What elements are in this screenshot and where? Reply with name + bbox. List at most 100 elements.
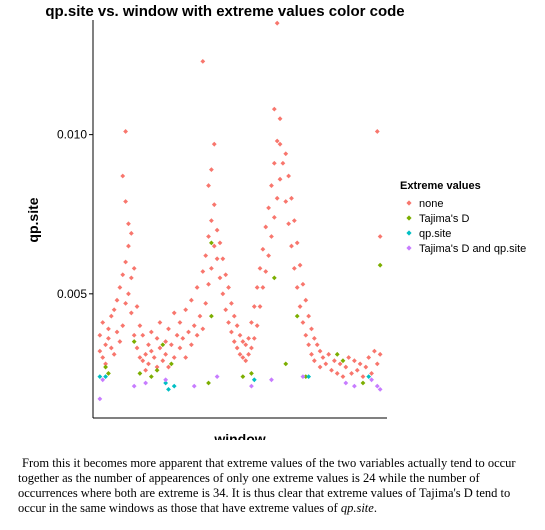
data-point (160, 358, 166, 364)
data-point (131, 383, 137, 389)
data-point (257, 304, 263, 309)
data-point (269, 377, 274, 383)
data-point (311, 336, 317, 341)
data-point (171, 383, 177, 389)
data-point (103, 374, 108, 380)
data-point (209, 218, 214, 223)
data-point (234, 345, 240, 351)
data-point (377, 351, 383, 357)
data-point (100, 377, 106, 383)
data-point (274, 138, 280, 144)
series-tajima-s-d-and-qp-site (97, 374, 383, 402)
data-point (137, 371, 143, 376)
data-point (177, 345, 183, 351)
legend-key (406, 200, 412, 206)
data-point (234, 323, 240, 329)
data-point (280, 160, 286, 166)
data-point (346, 355, 352, 360)
data-point (151, 355, 157, 360)
data-point (214, 374, 220, 380)
data-point (226, 320, 231, 325)
data-point (360, 380, 366, 386)
data-point (249, 371, 254, 376)
legend-label: qp.site (419, 228, 451, 240)
data-point (97, 396, 103, 402)
data-point (300, 374, 306, 380)
data-point (103, 342, 108, 348)
data-point (128, 230, 134, 236)
data-point (140, 332, 146, 338)
data-point (229, 300, 234, 306)
data-point (303, 332, 309, 338)
data-point (231, 313, 237, 319)
data-point (114, 329, 120, 335)
data-point (231, 339, 237, 344)
y-axis-title: qp.site (25, 197, 41, 242)
data-point (191, 323, 197, 329)
data-point (126, 221, 131, 227)
data-point (103, 364, 108, 370)
data-point (300, 281, 306, 287)
data-point (131, 332, 137, 338)
data-point (111, 351, 117, 357)
data-point (377, 386, 383, 392)
data-point (134, 304, 140, 309)
data-point (277, 141, 283, 147)
data-point (154, 367, 160, 373)
data-point (283, 361, 289, 367)
data-point (240, 355, 246, 360)
data-point (343, 364, 349, 370)
data-point (157, 345, 163, 351)
data-point (263, 224, 269, 230)
data-point (180, 336, 186, 341)
data-point (163, 377, 169, 383)
data-point (366, 355, 372, 360)
data-point (220, 291, 226, 297)
data-point (374, 361, 380, 367)
legend-label: Tajima's D and qp.site (419, 243, 526, 255)
data-point (163, 380, 169, 386)
data-point (220, 256, 226, 262)
data-point (277, 116, 283, 122)
data-point (334, 351, 340, 357)
data-point (194, 285, 200, 290)
data-point (246, 336, 251, 341)
data-point (294, 285, 300, 290)
data-point (286, 173, 292, 179)
data-point (126, 243, 131, 249)
data-point (206, 234, 211, 239)
data-point (271, 160, 277, 166)
data-point (206, 380, 211, 386)
data-point (369, 371, 374, 376)
caption-paragraph: From this it becomes more apparent that … (18, 456, 533, 516)
data-point (217, 240, 223, 246)
data-point (106, 336, 111, 341)
data-point (163, 339, 169, 344)
data-point (377, 234, 383, 239)
data-point (260, 285, 266, 290)
data-point (306, 374, 312, 380)
data-point (266, 253, 271, 259)
x-axis-title: window (213, 431, 265, 440)
data-point (237, 332, 243, 338)
data-point (146, 361, 151, 367)
data-point (360, 374, 366, 380)
data-point (257, 265, 263, 271)
data-point (352, 358, 357, 364)
data-point (128, 310, 134, 316)
data-point (240, 339, 246, 344)
data-point (289, 243, 294, 249)
data-point (249, 345, 254, 351)
data-point (168, 361, 174, 367)
data-point (243, 342, 249, 348)
data-point (174, 332, 180, 338)
data-point (306, 342, 312, 348)
data-point (317, 364, 323, 370)
data-point (271, 106, 277, 112)
data-point (137, 355, 143, 360)
data-point (343, 380, 349, 386)
data-point (286, 221, 292, 227)
data-point (163, 351, 169, 357)
data-point (223, 307, 229, 313)
data-point (246, 351, 251, 357)
